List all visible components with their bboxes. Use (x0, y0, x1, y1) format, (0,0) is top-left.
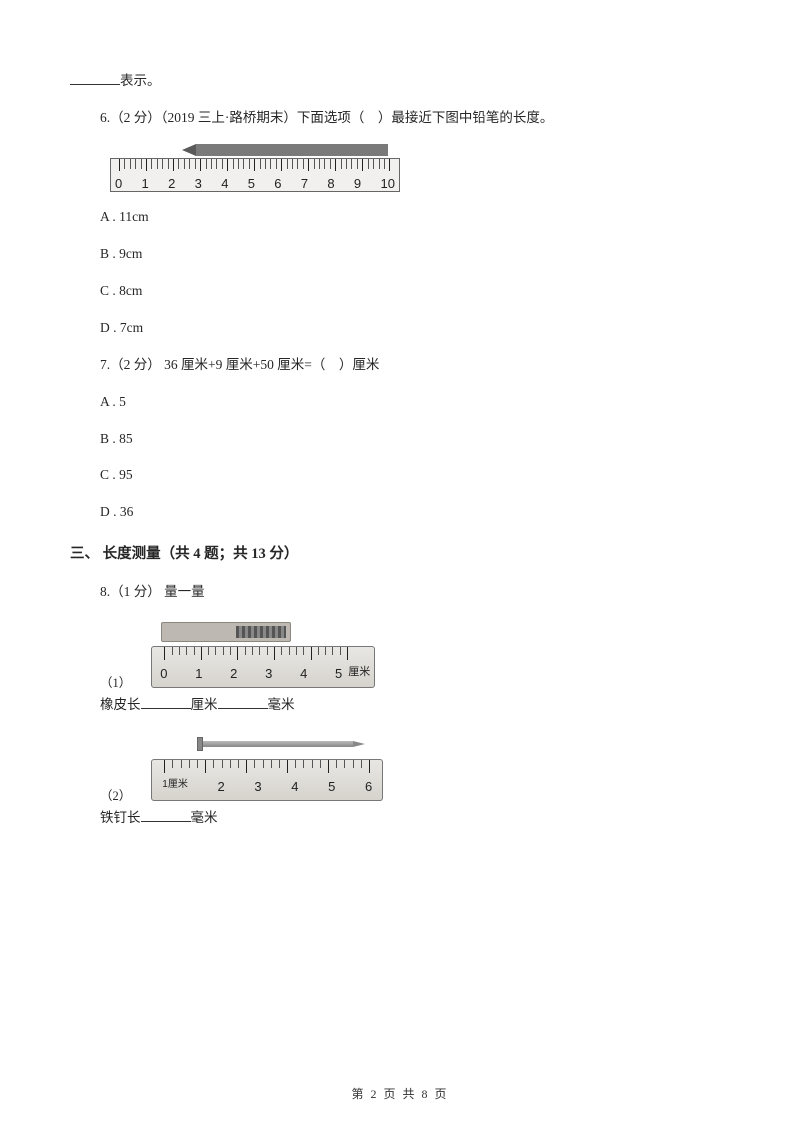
page-footer: 第 2 页 共 8 页 (0, 1084, 800, 1104)
q8-sub1-marker: （1） (100, 673, 131, 694)
ruler-label: 8 (327, 173, 334, 195)
ruler-label: 4 (291, 776, 298, 798)
blank-cm (141, 695, 191, 709)
ruler-label: 5 (248, 173, 255, 195)
pencil-body (196, 144, 388, 156)
q8-sub2-figure: 1厘米 2 3 4 5 6 (151, 735, 383, 801)
ruler-label: 4 (300, 663, 307, 685)
q6-opt-b: B . 9cm (70, 243, 730, 266)
q7-opt-b: B . 85 (70, 428, 730, 451)
ruler-label: 7 (301, 173, 308, 195)
q8a-ruler: 0 1 2 3 4 5 厘米 (151, 646, 375, 688)
q6-opt-d: D . 7cm (70, 317, 730, 340)
ruler-label: 3 (265, 663, 272, 685)
eraser-icon (161, 622, 291, 642)
q8-sub2-row: （2） 1厘米 2 3 4 (70, 731, 730, 807)
pencil-tip (182, 144, 196, 156)
ruler-label: 3 (254, 776, 261, 798)
blank-top (70, 72, 120, 86)
ruler-label: 6 (365, 776, 372, 798)
q8b-ticks (164, 760, 370, 774)
q8-stem: 8.（1 分） 量一量 (70, 581, 730, 604)
blank-mm2 (141, 808, 191, 822)
section-3-title: 三、 长度测量（共 4 题；共 13 分） (70, 542, 730, 567)
ruler-label: 6 (274, 173, 281, 195)
q6-ruler-labels: 0 1 2 3 4 5 6 7 8 9 10 (115, 173, 395, 195)
page-root: 表示。 6.（2 分）（2019 三上·路桥期末）下面选项（ ）最接近下图中铅笔… (0, 0, 800, 1132)
q8s2-post: 毫米 (191, 810, 218, 825)
fragment-suffix: 表示。 (120, 73, 161, 88)
ruler-label: 5 (335, 663, 342, 685)
q6-stem: 6.（2 分）（2019 三上·路桥期末）下面选项（ ）最接近下图中铅笔的长度。 (70, 107, 730, 130)
prev-line-fragment: 表示。 (70, 70, 730, 93)
q7-opt-c: C . 95 (70, 464, 730, 487)
q8-sub2-marker: （2） (100, 786, 131, 807)
q7-pre: 7.（2 分） 36 厘米+9 厘米+50 厘米=（ (100, 357, 325, 372)
q8-sub1-figure: 0 1 2 3 4 5 厘米 (151, 622, 375, 688)
q7-stem: 7.（2 分） 36 厘米+9 厘米+50 厘米=（ ）厘米 (70, 354, 730, 377)
ruler-label: 2 (217, 776, 224, 798)
q6-opt-c: C . 8cm (70, 280, 730, 303)
pencil-icon (182, 144, 388, 156)
ruler-label: 4 (221, 173, 228, 195)
ruler-label: 0 (115, 173, 122, 195)
q8b-labels: 1厘米 2 3 4 5 6 (162, 776, 372, 798)
ruler-label: 1厘米 (162, 776, 188, 798)
q8b-ruler: 1厘米 2 3 4 5 6 (151, 759, 383, 801)
ruler-label: 1 (142, 173, 149, 195)
q6-suffix: ）最接近下图中铅笔的长度。 (378, 110, 554, 125)
q8-sub1-answer: 橡皮长 厘米 毫米 (70, 694, 730, 717)
ruler-label: 2 (230, 663, 237, 685)
ruler-label: 0 (160, 663, 167, 685)
q8-sub2-answer: 铁钉长 毫米 (70, 807, 730, 830)
q8-sub1-row: （1） 0 1 2 3 4 (70, 618, 730, 694)
q6-opt-a: A . 11cm (70, 206, 730, 229)
eraser-pattern (236, 626, 286, 638)
q7-opt-d: D . 36 (70, 501, 730, 524)
ruler-label: 10 (380, 173, 394, 195)
q8a-labels: 0 1 2 3 4 5 (160, 663, 342, 685)
q8s1-post: 毫米 (268, 697, 295, 712)
q7-opt-a: A . 5 (70, 391, 730, 414)
nail-tip (353, 741, 365, 747)
q8s2-pre: 铁钉长 (100, 810, 141, 825)
ruler-label: 1 (195, 663, 202, 685)
ruler-label: 5 (328, 776, 335, 798)
q8a-ticks (164, 647, 348, 661)
q6-prefix: 6.（2 分）（2019 三上·路桥期末）下面选项（ (100, 110, 364, 125)
ruler-label: 3 (195, 173, 202, 195)
nail-shaft (203, 741, 353, 747)
q8s1-pre: 橡皮长 (100, 697, 141, 712)
nail-icon (197, 741, 367, 747)
q6-ruler: 0 1 2 3 4 5 6 7 8 9 10 (110, 158, 400, 192)
ruler-label: 9 (354, 173, 361, 195)
q6-ruler-ticks (119, 159, 391, 171)
ruler-label: 2 (168, 173, 175, 195)
q8s1-mid: 厘米 (191, 697, 218, 712)
q8a-unit: 厘米 (348, 663, 370, 682)
q7-post: ）厘米 (339, 357, 380, 372)
blank-mm1 (218, 695, 268, 709)
q6-figure: 0 1 2 3 4 5 6 7 8 9 10 (110, 144, 400, 194)
